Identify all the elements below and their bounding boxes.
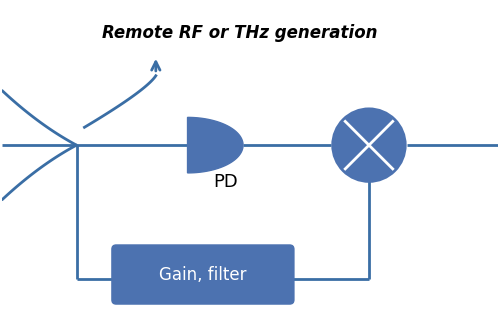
Text: Remote RF or THz generation: Remote RF or THz generation xyxy=(102,24,378,42)
Text: Gain, filter: Gain, filter xyxy=(159,266,246,284)
Circle shape xyxy=(332,108,406,183)
Polygon shape xyxy=(188,117,243,173)
FancyBboxPatch shape xyxy=(111,244,294,305)
Text: PD: PD xyxy=(213,173,238,191)
